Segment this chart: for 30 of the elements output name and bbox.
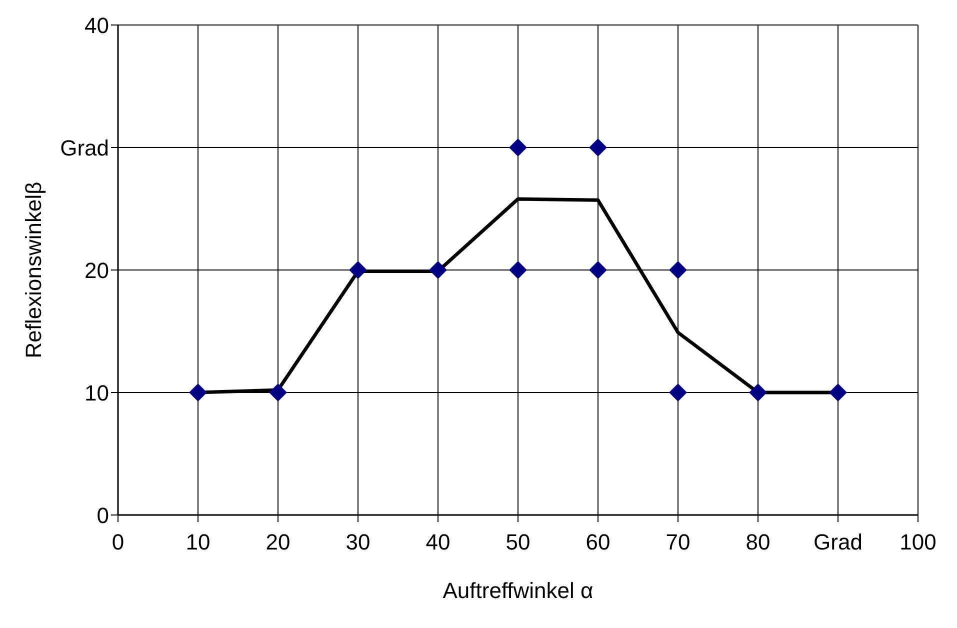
- x-tick-label: 10: [186, 530, 210, 555]
- x-tick-label: 0: [112, 530, 124, 555]
- y-tick-label: 20: [84, 258, 109, 283]
- y-tick-label: 0: [96, 502, 109, 528]
- point: [829, 384, 847, 402]
- x-tick-label: Grad: [814, 530, 862, 555]
- point: [349, 261, 367, 279]
- point: [749, 384, 767, 402]
- point: [509, 138, 527, 156]
- x-tick-label: 30: [346, 530, 370, 555]
- x-tick-label: 80: [746, 530, 770, 555]
- point: [269, 384, 287, 402]
- y-tick-label: 10: [84, 380, 109, 406]
- point: [189, 384, 207, 402]
- x-tick-label: 40: [426, 530, 450, 555]
- point: [509, 261, 527, 279]
- point: [589, 261, 607, 279]
- point: [429, 261, 447, 279]
- y-tick-label: 40: [84, 12, 109, 38]
- point: [669, 261, 687, 279]
- y-axis-title: Reflexionswinkelβ: [20, 182, 46, 358]
- x-axis-title: Auftreffwinkel α: [442, 578, 594, 603]
- x-tick-label: 20: [266, 530, 290, 555]
- y-tick-label: Grad: [60, 135, 109, 160]
- x-tick-label: 60: [586, 530, 610, 555]
- point: [669, 384, 687, 402]
- x-tick-label: 100: [900, 530, 936, 555]
- point: [589, 138, 607, 156]
- x-tick-label: 50: [506, 530, 530, 555]
- x-tick-label: 70: [666, 530, 690, 555]
